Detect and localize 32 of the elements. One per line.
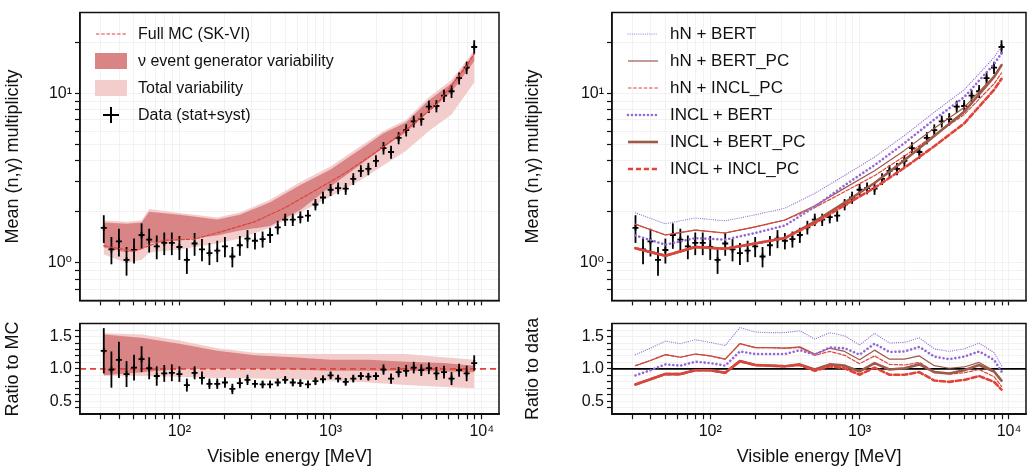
- y-tick-label: 10¹: [580, 83, 604, 101]
- y-tick-label: 10⁰: [579, 253, 604, 271]
- y-axis-title: Mean (n,γ) multiplicity: [1, 69, 22, 244]
- x-tick-label: 10⁴: [996, 422, 1022, 440]
- x-tick-label: 10²: [698, 422, 723, 440]
- y-axis-title: Ratio to MC: [1, 321, 22, 417]
- legend-label: hN + INCL_PC: [670, 78, 783, 97]
- y-axis-title: Mean (n,γ) multiplicity: [521, 69, 542, 244]
- y-tick-label: 1.5: [49, 326, 73, 344]
- legend-label: hN + BERT: [670, 24, 757, 43]
- legend-label: Full MC (SK-VI): [138, 24, 250, 42]
- y-tick-label: 10⁰: [47, 253, 72, 271]
- y-tick-label: 10¹: [48, 83, 72, 101]
- x-tick-label: 10³: [848, 422, 872, 440]
- legend-label: INCL + BERT: [670, 105, 773, 124]
- x-tick-label: 10³: [319, 422, 343, 440]
- legend-label: ν event generator variability: [138, 51, 334, 69]
- y-tick-label: 1.0: [49, 359, 73, 377]
- legend-label: hN + BERT_PC: [670, 51, 790, 70]
- y-tick-label: 1.0: [581, 359, 605, 377]
- x-axis-title: Visible energy [MeV]: [207, 446, 372, 467]
- x-tick-label: 10²: [167, 422, 192, 440]
- y-tick-label: 1.5: [581, 326, 605, 344]
- y-tick-label: 0.5: [49, 391, 73, 409]
- x-tick-label: 10⁴: [469, 422, 495, 440]
- legend-label: Data (stat+syst): [138, 105, 251, 123]
- legend-label: INCL + INCL_PC: [670, 159, 800, 178]
- x-axis-title: Visible energy [MeV]: [736, 446, 902, 467]
- y-axis-title: Ratio to data: [521, 316, 542, 420]
- legend-label: INCL + BERT_PC: [670, 132, 806, 151]
- y-tick-label: 0.5: [581, 391, 605, 409]
- legend-label: Total variability: [138, 78, 243, 96]
